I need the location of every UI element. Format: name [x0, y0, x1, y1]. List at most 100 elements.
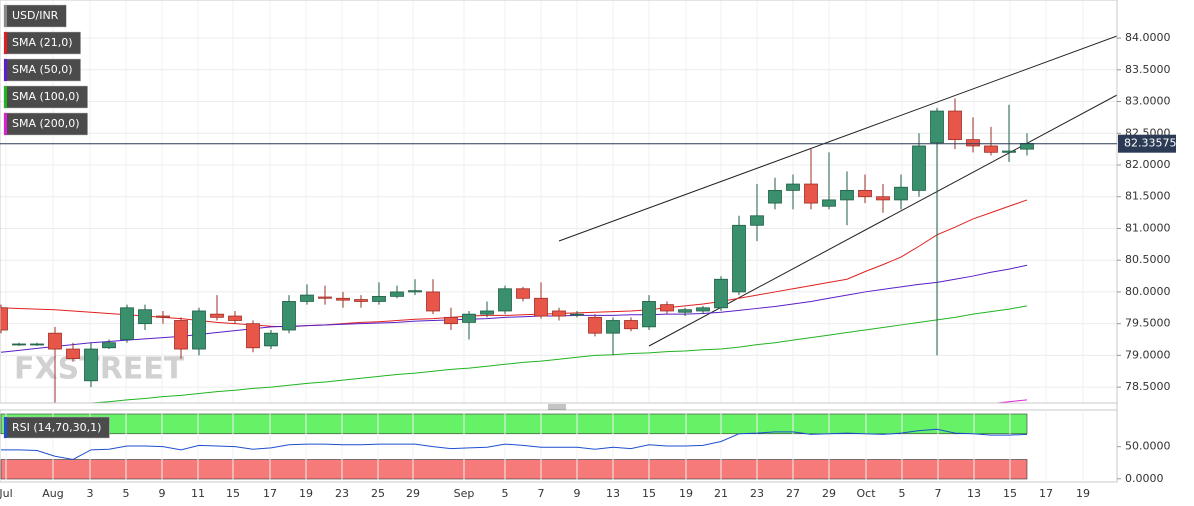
- candle-body: [912, 145, 926, 191]
- candle-body: [12, 343, 26, 346]
- candle-body: [264, 332, 278, 347]
- legend-swatch: [4, 113, 7, 135]
- sma-line: [0, 199, 1028, 328]
- x-tick-label: 13: [606, 487, 620, 500]
- legend-label: SMA (200,0): [12, 117, 80, 130]
- x-tick-label: Sep: [454, 487, 475, 500]
- x-tick-label: 19: [1076, 487, 1090, 500]
- candle-body: [498, 288, 512, 312]
- candle-body: [984, 145, 998, 153]
- legend: USD/INR SMA (21,0) SMA (50,0) SMA (100,0) SM…: [3, 4, 88, 136]
- candle-body: [822, 199, 836, 207]
- y-tick-label: 82.0000: [1125, 158, 1171, 171]
- x-tick-label: 15: [642, 487, 656, 500]
- candle-body: [660, 304, 674, 312]
- x-tick-label: 5: [123, 487, 130, 500]
- y-tick-label: 80.5000: [1125, 253, 1171, 266]
- y-tick-label: 80.0000: [1125, 285, 1171, 298]
- candle-body: [0, 307, 8, 331]
- sma-line: [86, 305, 1028, 403]
- candle-body: [714, 278, 728, 309]
- candle-body: [30, 343, 44, 346]
- candle-body: [426, 291, 440, 312]
- candle-body: [858, 189, 872, 198]
- x-tick-label: 7: [538, 487, 545, 500]
- candle-body: [894, 186, 908, 201]
- candle-body: [1020, 143, 1034, 150]
- candle-body: [750, 215, 764, 226]
- candle-body: [570, 313, 584, 316]
- x-tick-label: 29: [822, 487, 836, 500]
- candle-body: [48, 332, 62, 350]
- last-price-label: 82.33575: [1124, 137, 1177, 150]
- candle-body: [624, 320, 638, 330]
- candle-body: [336, 297, 350, 301]
- y-tick-label: 78.5000: [1125, 380, 1171, 393]
- x-tick-label: 19: [299, 487, 313, 500]
- oversold-zone: [0, 459, 1028, 480]
- x-tick-label: 9: [159, 487, 166, 500]
- legend-label: RSI (14,70,30,1): [12, 421, 101, 434]
- legend-label: SMA (50,0): [12, 63, 73, 76]
- candle-body: [534, 297, 548, 317]
- y-tick-label: 50.0000: [1125, 440, 1171, 453]
- candle-body: [408, 290, 422, 293]
- rsi-plot: 50.0000 0.0000 RSI (14,70,30,1): [0, 410, 1171, 485]
- candle-body: [444, 316, 458, 325]
- candle-body: [768, 189, 782, 204]
- candle-body: [732, 224, 746, 293]
- candle-body: [804, 183, 818, 204]
- legend-label: USD/INR: [12, 9, 59, 22]
- candle-body: [1002, 150, 1016, 153]
- candle-body: [174, 320, 188, 350]
- x-tick-label: 25: [371, 487, 385, 500]
- x-tick-label: 7: [935, 487, 942, 500]
- candle-body: [372, 295, 386, 302]
- candle-body: [120, 307, 134, 340]
- candle-body: [102, 342, 116, 349]
- y-tick-label: 0.0000: [1125, 472, 1164, 485]
- legend-label: SMA (21,0): [12, 36, 73, 49]
- x-tick-label: 5: [502, 487, 509, 500]
- candle-body: [462, 313, 476, 323]
- y-tick-label: 81.5000: [1125, 190, 1171, 203]
- overbought-zone: [0, 413, 1028, 435]
- candle-body: [930, 110, 944, 144]
- y-tick-label: 79.0000: [1125, 348, 1171, 361]
- main-plot: FXSTREET: [0, 35, 1117, 403]
- candle-body: [642, 301, 656, 328]
- sma-line: [992, 399, 1028, 403]
- candle-body: [246, 323, 260, 349]
- rsi-line: [1, 428, 1028, 461]
- candle-body: [66, 348, 80, 359]
- legend-swatch: [4, 32, 7, 54]
- candle-body: [228, 315, 242, 321]
- x-tick-label: 3: [87, 487, 94, 500]
- candle-body: [156, 315, 170, 318]
- x-tick-label: 11: [191, 487, 205, 500]
- x-tick-label: 13: [967, 487, 981, 500]
- legend-swatch: [4, 417, 7, 438]
- x-tick-label: 15: [1003, 487, 1017, 500]
- x-tick-label: 19: [679, 487, 693, 500]
- x-tick-label: 17: [263, 487, 277, 500]
- candle-body: [300, 294, 314, 302]
- candle-body: [192, 310, 206, 350]
- rsi-frame: [0, 409, 1118, 483]
- candle-body: [840, 189, 854, 201]
- candle-body: [138, 309, 152, 325]
- y-tick-label: 83.0000: [1125, 95, 1171, 108]
- candle-body: [210, 313, 224, 318]
- watermark: FXSTREET: [14, 352, 185, 387]
- candle-body: [282, 301, 296, 331]
- candle-body: [516, 288, 530, 299]
- legend-label: SMA (100,0): [12, 90, 80, 103]
- sma-line: [0, 264, 1028, 353]
- x-tick-label: 21: [714, 487, 728, 500]
- y-tick-label: 83.5000: [1125, 63, 1171, 76]
- x-tick-label: 15: [226, 487, 240, 500]
- candle-body: [318, 296, 332, 299]
- y-tick-label: 84.0000: [1125, 31, 1171, 44]
- y-tick-label: 79.5000: [1125, 317, 1171, 330]
